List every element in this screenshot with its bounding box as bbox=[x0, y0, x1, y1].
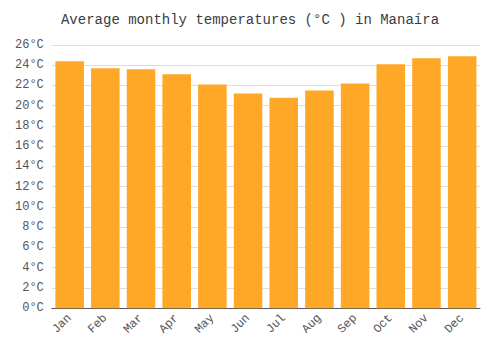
svg-text:Sep: Sep bbox=[335, 311, 360, 336]
svg-text:14°C: 14°C bbox=[15, 159, 44, 173]
svg-text:Jul: Jul bbox=[264, 311, 289, 336]
svg-text:Average monthly temperatures (: Average monthly temperatures (°C ) in Ma… bbox=[61, 12, 439, 28]
svg-text:Jun: Jun bbox=[228, 311, 253, 336]
svg-text:2°C: 2°C bbox=[22, 281, 44, 295]
svg-text:Feb: Feb bbox=[85, 311, 110, 336]
svg-text:12°C: 12°C bbox=[15, 180, 44, 194]
svg-text:Aug: Aug bbox=[299, 311, 324, 336]
svg-text:Apr: Apr bbox=[156, 311, 181, 336]
svg-text:18°C: 18°C bbox=[15, 119, 44, 133]
svg-text:Nov: Nov bbox=[406, 311, 431, 336]
svg-text:Mar: Mar bbox=[121, 311, 146, 336]
svg-text:6°C: 6°C bbox=[22, 240, 44, 254]
svg-text:8°C: 8°C bbox=[22, 220, 44, 234]
svg-text:Dec: Dec bbox=[442, 311, 467, 336]
svg-text:May: May bbox=[192, 311, 217, 336]
svg-text:10°C: 10°C bbox=[15, 200, 44, 214]
svg-text:26°C: 26°C bbox=[15, 38, 44, 52]
svg-text:4°C: 4°C bbox=[22, 261, 44, 275]
svg-text:Oct: Oct bbox=[371, 311, 396, 336]
svg-text:20°C: 20°C bbox=[15, 99, 44, 113]
svg-text:16°C: 16°C bbox=[15, 139, 44, 153]
svg-text:22°C: 22°C bbox=[15, 78, 44, 92]
svg-text:0°C: 0°C bbox=[22, 301, 44, 315]
svg-text:24°C: 24°C bbox=[15, 58, 44, 72]
svg-text:Jan: Jan bbox=[49, 311, 74, 336]
